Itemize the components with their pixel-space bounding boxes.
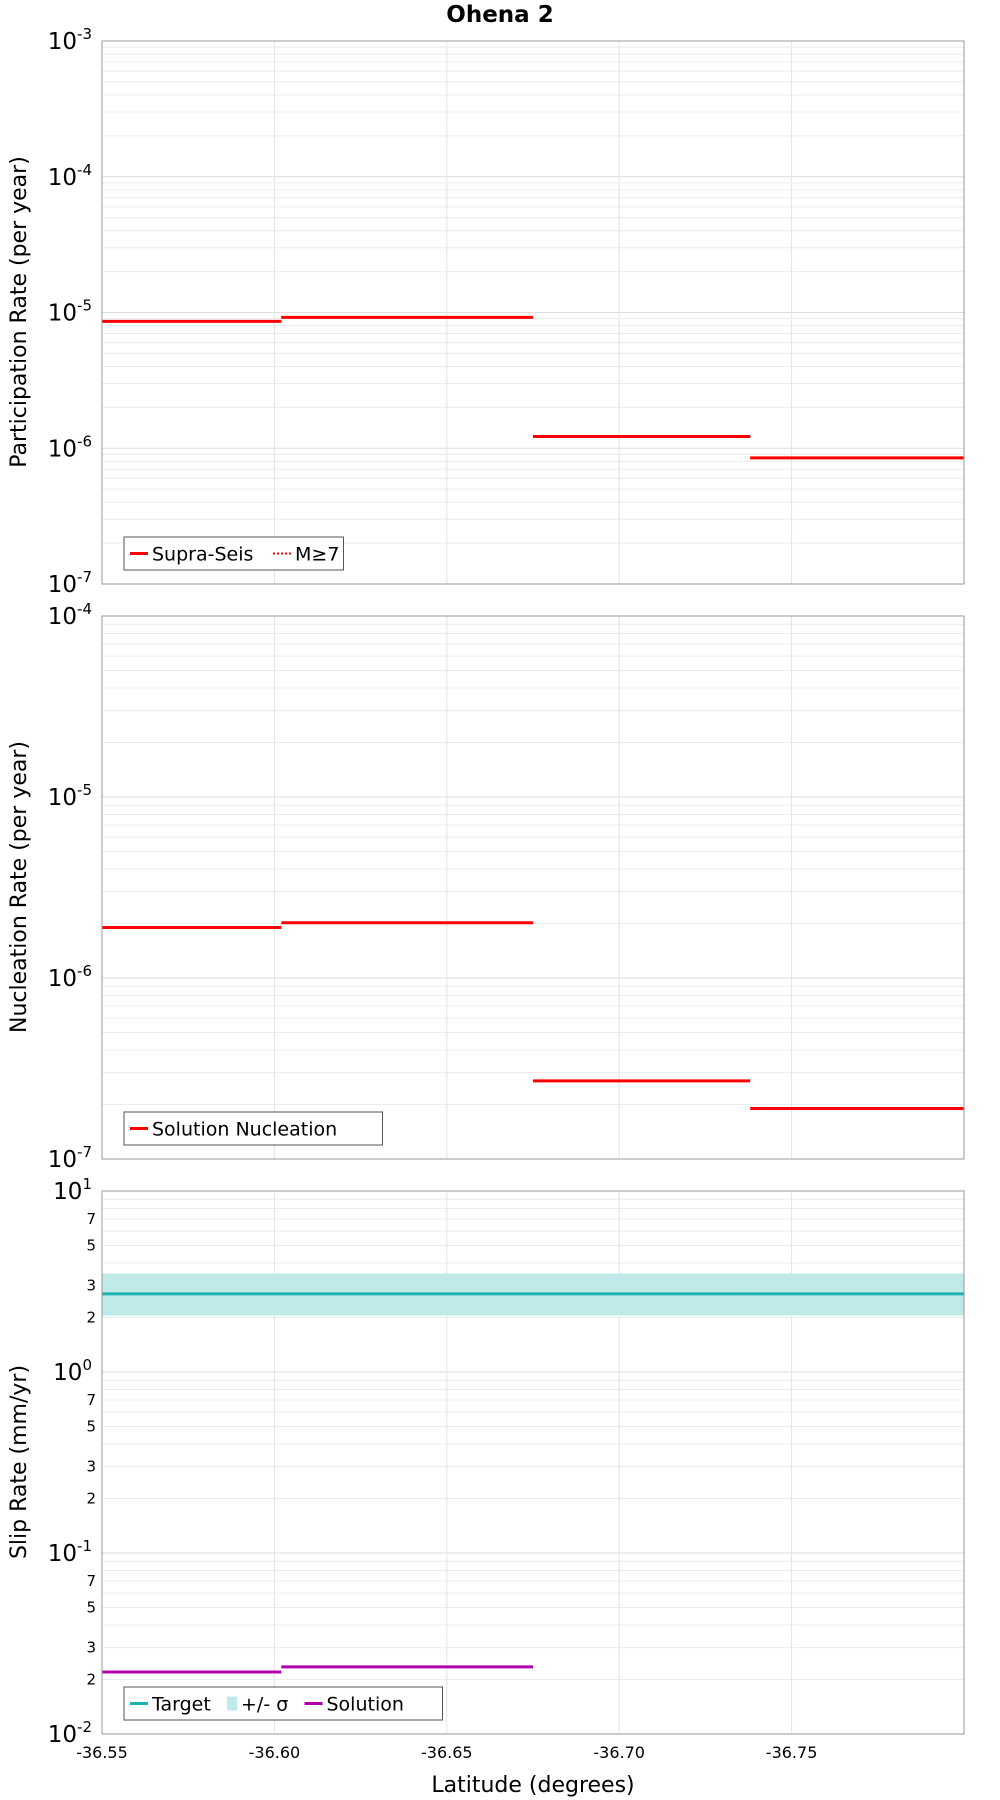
y-tick-label: 101 [53, 1175, 92, 1205]
y-minor-tick-label: 7 [86, 1391, 96, 1409]
x-tick-label: -36.70 [593, 1743, 645, 1762]
panel-nucleation-ylabel: Nucleation Rate (per year) [7, 741, 32, 1033]
y-minor-tick-label: 7 [86, 1210, 96, 1228]
y-minor-tick-label: 7 [86, 1572, 96, 1590]
y-tick-label: 100 [53, 1356, 92, 1386]
legend-box [123, 536, 344, 571]
x-tick-label: -36.75 [766, 1743, 818, 1762]
panel-slip-plot: 10-2 10-1 100 101 2 3 5 7 2 3 5 7 2 3 5 7 [48, 1175, 965, 1748]
y-minor-tick-label: 3 [86, 1458, 96, 1476]
y-tick-label: 10-1 [48, 1537, 92, 1567]
y-tick-label: 10-6 [48, 432, 92, 462]
y-minor-tick-label: 3 [86, 1277, 96, 1295]
legend-label: Target [151, 1694, 211, 1716]
y-minor-tick-label: 5 [86, 1417, 96, 1435]
panel-slip: Slip Rate (mm/yr) [7, 1190, 965, 1735]
y-tick-label: 10-4 [48, 161, 92, 191]
y-tick-label: 10-7 [48, 568, 92, 598]
panel-border [101, 615, 965, 1160]
legend-label: Supra-Seis [152, 544, 253, 566]
legend-label: +/- σ [241, 1694, 288, 1716]
panel-border [101, 40, 965, 585]
panel-nucleation: Nucleation Rate (per year) [7, 615, 965, 1160]
legend-participation: Supra-Seis M≥7 [123, 536, 344, 571]
panel-slip-ylabel: Slip Rate (mm/yr) [7, 1365, 32, 1559]
y-minor-tick-label: 2 [86, 1309, 96, 1327]
x-tick-label: -36.60 [249, 1743, 301, 1762]
panel-nucleation-plot: 10-7 10-6 10-5 10-4 [48, 600, 965, 1173]
y-tick-label: 10-5 [48, 297, 92, 327]
y-tick-label: 10-5 [48, 781, 92, 811]
y-minor-tick-label: 2 [86, 1490, 96, 1508]
y-tick-label: 10-6 [48, 962, 92, 992]
y-minor-tick-label: 3 [86, 1639, 96, 1657]
legend-slip: Target +/- σ Solution [123, 1686, 443, 1721]
panel-slip-frame [101, 1190, 965, 1735]
legend-label: M≥7 [295, 544, 339, 566]
legend-box [123, 1111, 383, 1146]
legend-swatch [227, 1696, 237, 1711]
y-tick-label: 10-2 [48, 1718, 92, 1748]
x-tick-label: -36.55 [76, 1743, 128, 1762]
y-tick-label: 10-3 [48, 25, 92, 55]
y-minor-tick-label: 2 [86, 1671, 96, 1689]
panel-participation-ylabel: Participation Rate (per year) [7, 156, 32, 468]
legend-nucleation: Solution Nucleation [123, 1111, 383, 1146]
chart-title: Ohena 2 [446, 2, 553, 28]
y-tick-label: 10-7 [48, 1143, 92, 1173]
x-tick-label: -36.65 [421, 1743, 473, 1762]
y-minor-tick-label: 5 [86, 1236, 96, 1254]
legend-label: Solution [327, 1694, 404, 1716]
x-axis-label: Latitude (degrees) [431, 1773, 634, 1798]
y-minor-tick-label: 5 [86, 1598, 96, 1616]
panel-border [101, 1190, 965, 1735]
legend-label: Solution Nucleation [152, 1119, 337, 1141]
panel-nucleation-frame [101, 615, 965, 1160]
legend-box [123, 1686, 443, 1721]
y-tick-label: 10-4 [48, 600, 92, 630]
panel-participation-plot: 10-7 10-6 10-5 10-4 10-3 [48, 25, 965, 598]
